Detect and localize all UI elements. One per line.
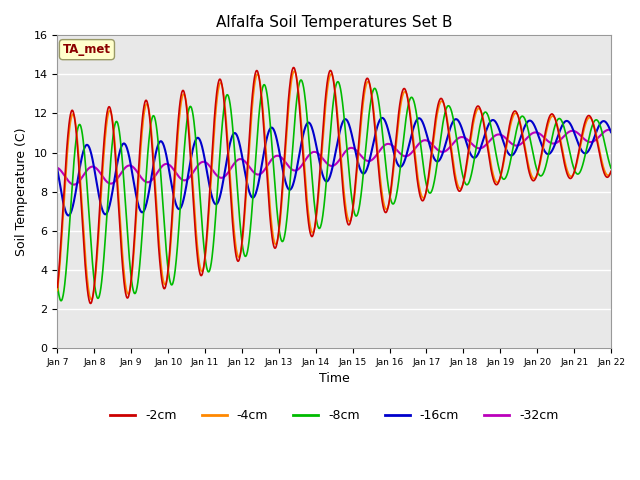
-2cm: [542, 126, 550, 132]
-32cm: [70, 182, 78, 188]
Line: -2cm: -2cm: [58, 68, 611, 303]
-4cm: [421, 193, 429, 199]
-2cm: [607, 168, 615, 174]
-32cm: [607, 127, 615, 133]
-8cm: [58, 298, 65, 304]
-4cm: [164, 274, 172, 280]
-16cm: [65, 213, 72, 218]
-32cm: [493, 132, 500, 138]
-8cm: [607, 165, 615, 171]
-2cm: [290, 65, 298, 71]
Line: -8cm: -8cm: [58, 80, 611, 301]
-32cm: [54, 165, 61, 171]
-2cm: [177, 94, 185, 99]
-8cm: [493, 157, 501, 163]
-4cm: [607, 169, 615, 175]
-32cm: [239, 157, 246, 163]
-16cm: [378, 115, 386, 121]
-16cm: [177, 204, 185, 210]
-16cm: [542, 150, 550, 156]
-8cm: [164, 260, 172, 266]
Line: -4cm: -4cm: [58, 71, 611, 300]
-8cm: [239, 245, 246, 251]
-8cm: [177, 195, 185, 201]
-2cm: [493, 181, 501, 187]
-2cm: [86, 300, 94, 306]
X-axis label: Time: Time: [319, 372, 349, 385]
-8cm: [297, 77, 305, 83]
Text: TA_met: TA_met: [63, 43, 111, 56]
-32cm: [420, 137, 428, 143]
-8cm: [542, 162, 550, 168]
-4cm: [291, 68, 298, 74]
-16cm: [164, 158, 172, 164]
Y-axis label: Soil Temperature (C): Soil Temperature (C): [15, 127, 28, 256]
-4cm: [542, 131, 550, 137]
Line: -32cm: -32cm: [58, 130, 611, 185]
-4cm: [493, 180, 501, 185]
-16cm: [607, 129, 615, 135]
-4cm: [54, 288, 61, 293]
-32cm: [605, 127, 613, 132]
-2cm: [421, 194, 429, 200]
-2cm: [54, 285, 61, 290]
-2cm: [239, 229, 246, 235]
-4cm: [239, 234, 246, 240]
-8cm: [421, 173, 429, 179]
Line: -16cm: -16cm: [58, 118, 611, 216]
-16cm: [493, 121, 501, 127]
-4cm: [88, 297, 95, 302]
-32cm: [541, 136, 549, 142]
-16cm: [421, 125, 429, 131]
Legend: -2cm, -4cm, -8cm, -16cm, -32cm: -2cm, -4cm, -8cm, -16cm, -32cm: [105, 404, 563, 427]
-32cm: [164, 161, 172, 167]
-16cm: [239, 157, 246, 163]
Title: Alfalfa Soil Temperatures Set B: Alfalfa Soil Temperatures Set B: [216, 15, 452, 30]
-4cm: [177, 102, 185, 108]
-8cm: [54, 281, 61, 287]
-16cm: [54, 167, 61, 173]
-2cm: [164, 273, 172, 278]
-32cm: [177, 176, 185, 181]
